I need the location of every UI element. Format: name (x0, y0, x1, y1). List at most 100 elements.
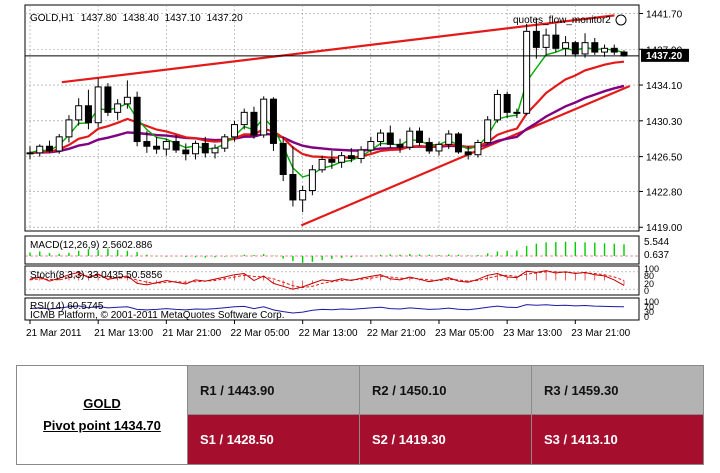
stochastic-lines (25, 270, 639, 290)
time-tick-label: 22 Mar 13:00 (299, 328, 358, 339)
candle-body (328, 158, 336, 163)
rsi-tick-30: 30 (644, 307, 654, 317)
pivot-point[interactable]: Pivot point 1434.70 (43, 418, 161, 433)
candle-body (503, 93, 511, 113)
candles (26, 18, 628, 213)
candle-body (445, 133, 453, 145)
price-axis: 1441.701437.901434.101430.301426.501422.… (639, 9, 683, 234)
candle-body (289, 174, 297, 201)
candle-body (133, 96, 141, 143)
resistance-row: GOLD Pivot point 1434.70 R1 / 1443.90 R2… (16, 365, 704, 465)
candle-body (308, 169, 316, 192)
rsi-tick-70: 70 (644, 302, 654, 312)
time-tick-label: 22 Mar 05:00 (230, 328, 289, 339)
macd-label: MACD(12,26,9) 2.5602.886 (30, 240, 153, 251)
symbol-cell: GOLD Pivot point 1434.70 (16, 365, 188, 465)
candle-body (250, 111, 258, 136)
current-price-tag (641, 48, 689, 62)
stoch-tick-100: 100 (644, 264, 659, 274)
candle-body (513, 111, 521, 114)
candle-body (75, 105, 83, 121)
candle-body (182, 149, 190, 155)
candle-body (552, 34, 560, 49)
candle-body (114, 103, 122, 113)
time-tick-label: 21 Mar 13:00 (94, 328, 153, 339)
macd-tick-bottom: 0.637 (644, 250, 669, 261)
candle-body (620, 51, 628, 57)
rsi-panel: RSI(14) 60.5745 ICMB Platform, © 2001-20… (24, 297, 659, 322)
candle-body (454, 133, 462, 153)
current-price-tag-text: 1437.20 (646, 51, 683, 62)
r1-cell: R1 / 1443.90 (187, 365, 360, 415)
candle-body (299, 190, 307, 201)
candle-body (230, 124, 238, 138)
r2-cell: R2 / 1450.10 (359, 365, 532, 415)
candle-body (192, 142, 200, 155)
s2-cell: S2 / 1419.30 (359, 414, 532, 465)
trendline (300, 84, 631, 227)
stoch-main-line (29, 270, 625, 290)
candle-body (474, 141, 482, 156)
s3-cell: S3 / 1413.10 (531, 414, 704, 465)
candle-body (45, 145, 53, 152)
r3-cell: R3 / 1459.30 (531, 365, 704, 415)
indicator-label: quotes_flow_monitor2 (513, 15, 611, 26)
candle-body (269, 98, 277, 144)
ma-mid-line (29, 60, 625, 159)
trendline (61, 14, 615, 84)
candle-body (357, 149, 365, 159)
candle-body (172, 141, 180, 151)
candle-body (610, 47, 618, 53)
stoch-tick-0: 0 (644, 286, 649, 296)
candle-body (532, 30, 540, 48)
candle-body (571, 42, 579, 55)
macd-histogram (25, 241, 639, 263)
candle-body (396, 143, 404, 148)
rsi-line (29, 304, 625, 314)
time-tick-label: 23 Mar 13:00 (503, 328, 562, 339)
stoch-tick-20: 20 (644, 279, 654, 289)
macd-tick-top: 5.544 (644, 237, 669, 248)
candle-body (153, 145, 161, 150)
candle-body (84, 105, 92, 124)
candle-body (143, 141, 151, 147)
stoch-label: Stoch(8,3,3) 33.0435 50.5856 (30, 270, 163, 281)
candle-body (347, 155, 355, 159)
instrument-ohlc-header: GOLD,H1 1437.80 1438.40 1437.10 1437.20 (30, 13, 243, 24)
candle-body (211, 147, 219, 154)
price-tick-label: 1441.70 (646, 9, 683, 20)
candle-body (55, 136, 63, 152)
candle-body (123, 96, 131, 105)
time-tick-label: 23 Mar 21:00 (571, 328, 630, 339)
candle-body (406, 130, 414, 148)
candle-body (377, 132, 385, 143)
stoch-signal-line (29, 271, 625, 289)
candle-body (542, 34, 550, 48)
price-tick-label: 1422.80 (646, 187, 683, 198)
candle-body (240, 111, 248, 126)
trendlines (61, 14, 631, 227)
stochastic-panel: Stoch(8,3,3) 33.0435 50.5856 100 80 20 0 (24, 264, 659, 296)
rsi-label: RSI(14) 60.5745 (30, 301, 104, 312)
candle-body (26, 152, 34, 155)
chart-area: GOLD,H1 1437.80 1438.40 1437.10 1437.20 … (24, 4, 689, 339)
candle-body (65, 119, 73, 138)
pivot-table: GOLD Pivot point 1434.70 R1 / 1443.90 R2… (16, 365, 704, 465)
time-tick-label: 21 Mar 21:00 (162, 328, 221, 339)
symbol-name[interactable]: GOLD (83, 396, 121, 411)
candle-body (221, 136, 229, 149)
time-tick-label: 22 Mar 21:00 (367, 328, 426, 339)
candle-body (425, 141, 433, 152)
price-tick-label: 1434.10 (646, 81, 683, 92)
time-axis: 21 Mar 2011 21 Mar 13:00 21 Mar 21:00 22 Ma… (25, 319, 639, 339)
chart-svg: GOLD,H1 1437.80 1438.40 1437.10 1437.20 … (24, 4, 689, 339)
candle-body (104, 86, 112, 113)
price-tick-label: 1426.50 (646, 153, 683, 164)
s1-cell: S1 / 1428.50 (187, 414, 360, 465)
candle-body (162, 141, 170, 150)
candle-body (279, 142, 287, 176)
rsi-polyline (29, 304, 625, 314)
rsi-tick-0: 0 (644, 312, 649, 322)
candle-body (493, 93, 501, 121)
indicator-close-icon[interactable] (615, 14, 627, 26)
